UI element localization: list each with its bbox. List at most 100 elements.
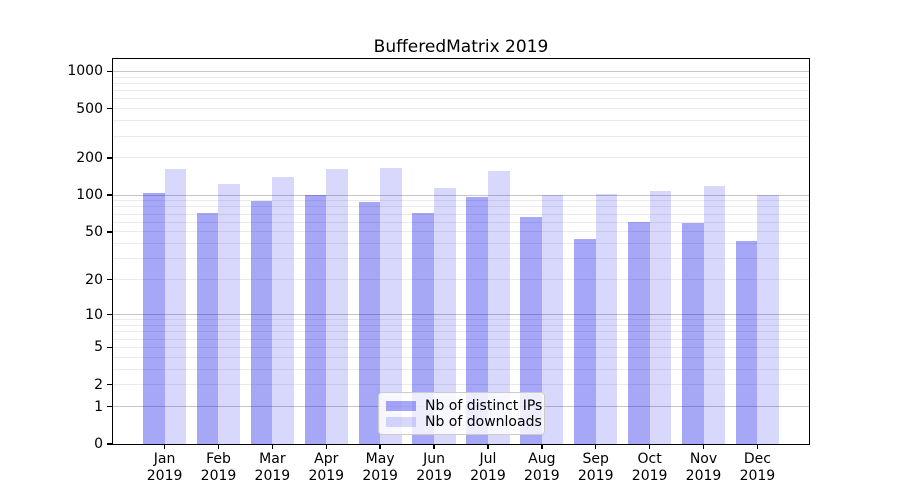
x-tick-mark	[648, 444, 651, 449]
gridline-minor	[113, 319, 809, 321]
gridline-minor	[113, 90, 809, 92]
plot-area	[112, 58, 810, 445]
x-tick-mark	[271, 444, 274, 449]
bar-downloads	[272, 176, 294, 444]
y-tick-mark	[107, 279, 113, 281]
y-tick-label: 20	[85, 271, 103, 288]
y-tick-mark	[107, 313, 113, 316]
x-tick-label: Dec 2019	[725, 451, 789, 484]
x-tick-label: Feb 2019	[186, 451, 250, 484]
x-tick-label: Jun 2019	[402, 451, 466, 484]
legend-item-distinct-ips: Nb of distinct IPs	[386, 398, 542, 414]
y-tick-label: 2	[94, 376, 103, 393]
x-tick-label: Oct 2019	[618, 451, 682, 484]
x-tick-month: Sep	[582, 451, 609, 467]
x-tick-month: Apr	[314, 451, 339, 467]
bar-downloads	[541, 194, 564, 444]
x-tick-mark	[163, 444, 166, 449]
x-tick-year: 2019	[739, 467, 776, 484]
bar-distinct-ips	[735, 241, 758, 444]
y-tick-mark	[107, 443, 113, 445]
x-tick-year: 2019	[146, 467, 183, 484]
bar-distinct-ips	[358, 202, 381, 444]
x-tick-year: 2019	[470, 467, 506, 484]
x-tick-label: Jul 2019	[456, 451, 520, 484]
x-tick-month: May	[365, 451, 395, 467]
gridline-minor	[113, 200, 809, 202]
x-tick-mark	[595, 444, 597, 449]
y-tick-mark	[107, 405, 113, 408]
bar-downloads	[487, 170, 510, 444]
x-tick-month: Nov	[689, 451, 718, 467]
legend-swatch-distinct-ips	[386, 401, 416, 411]
gridline-minor	[113, 279, 809, 281]
x-tick-year: 2019	[362, 467, 398, 484]
y-tick-mark	[107, 107, 113, 110]
y-tick-mark	[107, 384, 113, 386]
bar-downloads	[595, 194, 618, 444]
gridline-minor	[113, 206, 809, 208]
y-tick-mark	[107, 157, 113, 159]
y-tick-label: 1000	[67, 63, 103, 80]
gridline-minor	[113, 213, 809, 215]
y-tick-label: 5	[94, 339, 103, 356]
bar-distinct-ips	[628, 222, 650, 444]
x-tick-mark	[379, 444, 381, 449]
bar-downloads	[326, 168, 348, 444]
x-tick-year: 2019	[577, 467, 614, 484]
x-tick-year: 2019	[631, 467, 668, 484]
x-tick-year: 2019	[416, 467, 452, 484]
gridline-minor	[113, 368, 809, 370]
y-tick-label: 10	[85, 306, 103, 323]
x-tick-month: Oct	[637, 451, 662, 467]
x-tick-year: 2019	[254, 467, 291, 484]
x-tick-mark	[325, 444, 327, 449]
bar-downloads	[649, 190, 672, 444]
gridline-major	[113, 70, 809, 72]
legend-item-downloads: Nb of downloads	[386, 414, 542, 430]
y-tick-label: 0	[94, 436, 103, 452]
x-tick-month: Jan	[153, 451, 176, 467]
x-tick-label: Nov 2019	[672, 451, 736, 484]
gridline-minor	[113, 135, 809, 137]
x-tick-year: 2019	[524, 467, 560, 484]
gridline-minor	[113, 356, 809, 358]
chart-title: BufferedMatrix 2019	[373, 37, 549, 57]
y-tick-mark	[107, 70, 113, 73]
gridline-major	[113, 194, 809, 196]
bar-distinct-ips	[143, 193, 165, 444]
gridline-minor	[113, 243, 809, 245]
x-tick-label: May 2019	[348, 451, 412, 484]
x-tick-month: Mar	[259, 451, 286, 467]
y-tick-mark	[107, 346, 113, 349]
gridline-minor	[113, 120, 809, 122]
x-tick-month: Aug	[528, 451, 556, 467]
x-tick-mark	[541, 444, 543, 449]
gridline-major	[113, 314, 809, 316]
bar-distinct-ips	[574, 238, 596, 444]
x-tick-label: Jan 2019	[133, 451, 197, 484]
legend-swatch-downloads	[386, 417, 416, 427]
x-tick-year: 2019	[200, 467, 237, 484]
gridline-minor	[113, 346, 809, 348]
bar-distinct-ips	[466, 196, 488, 444]
x-tick-month: Dec	[743, 451, 771, 467]
bar-distinct-ips	[412, 212, 435, 444]
legend-label-distinct-ips: Nb of distinct IPs	[425, 398, 543, 414]
gridline-minor	[113, 108, 809, 110]
y-tick-mark	[107, 194, 113, 196]
bar-downloads	[757, 195, 779, 444]
x-tick-label: Apr 2019	[294, 451, 358, 484]
bar-distinct-ips	[681, 223, 704, 444]
bar-downloads	[434, 188, 456, 444]
gridline-minor	[113, 98, 809, 100]
gridline-minor	[113, 82, 809, 84]
gridline-minor	[113, 157, 809, 159]
x-tick-month: Jun	[423, 451, 445, 467]
x-tick-year: 2019	[308, 467, 345, 484]
legend: Nb of distinct IPs Nb of downloads	[378, 392, 545, 435]
gridline-minor	[113, 258, 809, 260]
x-tick-mark	[756, 444, 759, 449]
bar-downloads	[703, 186, 726, 444]
y-tick-label: 200	[76, 149, 103, 166]
